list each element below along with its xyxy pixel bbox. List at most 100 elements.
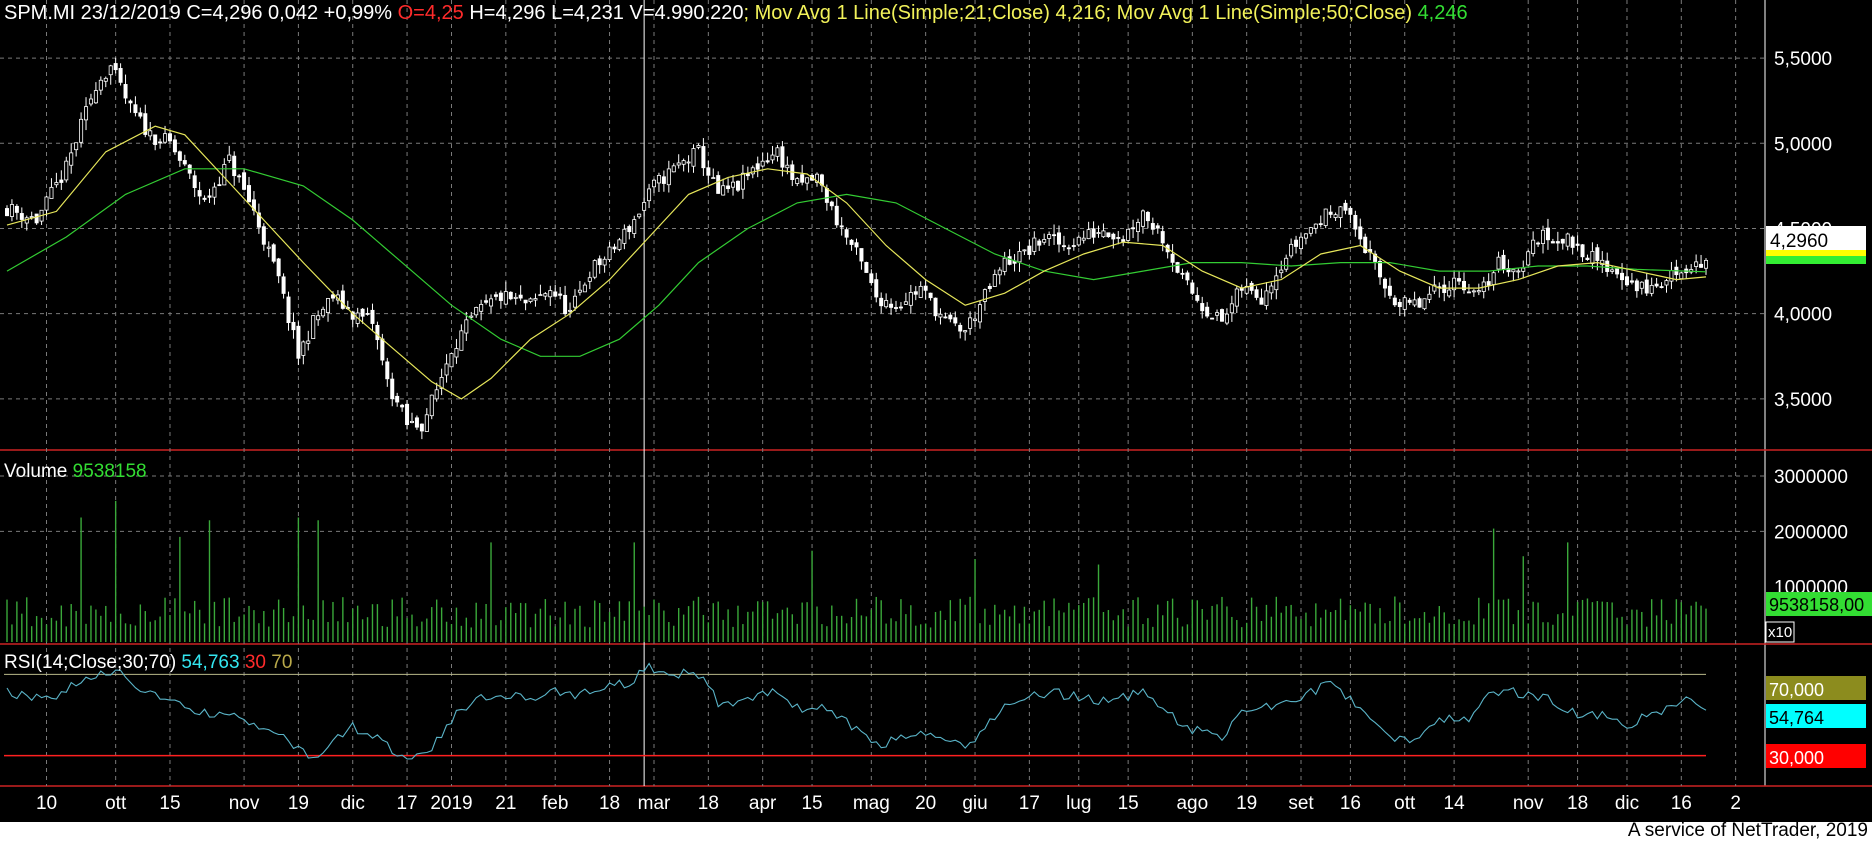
footer-credit: A service of NetTrader, 2019 (1627, 820, 1868, 841)
candle-body (1486, 281, 1491, 286)
candle-body (1200, 303, 1205, 312)
candle-body (1195, 295, 1200, 301)
candle-body (1249, 282, 1254, 291)
x-tick-label: 15 (801, 793, 822, 814)
candle-body (908, 292, 913, 306)
candle-body (138, 112, 143, 117)
candle-body (572, 295, 577, 308)
candle-body (316, 315, 321, 321)
candle-body (543, 293, 548, 297)
candle-body (918, 285, 923, 298)
candle-body (558, 293, 563, 296)
footer-bar (0, 822, 1872, 844)
candle-body (370, 309, 375, 324)
candle-body (281, 276, 286, 294)
candle-body (1145, 211, 1150, 222)
candle-body (938, 313, 943, 318)
candle-body (1402, 297, 1407, 310)
candle-body (770, 154, 775, 161)
candle-body (553, 291, 558, 297)
candle-body (642, 202, 647, 211)
candle-body (192, 175, 197, 189)
x-tick-label: nov (229, 793, 260, 814)
candle-body (1215, 312, 1220, 316)
rsi-badge (1766, 704, 1866, 728)
candle-body (1669, 270, 1674, 282)
candle-body (597, 258, 602, 266)
candle-body (321, 308, 326, 317)
x-tick-label: ago (1176, 793, 1208, 814)
candle-body (19, 213, 24, 220)
candle-body (1600, 259, 1605, 266)
candle-body (982, 289, 987, 302)
x-tick-label: 15 (159, 793, 180, 814)
candle-body (523, 299, 528, 304)
candle-body (1254, 289, 1259, 298)
candle-body (1471, 290, 1476, 293)
candle-body (44, 196, 49, 211)
candle-body (222, 164, 227, 186)
candle-body (1205, 306, 1210, 317)
x-tick-label: giu (962, 793, 987, 814)
volume-badge (1766, 592, 1872, 616)
candle-body (894, 307, 899, 309)
x-tick-label: feb (542, 793, 568, 814)
candle-body (656, 175, 661, 184)
candle-body (1081, 237, 1086, 241)
candle-body (513, 296, 518, 299)
candle-body (34, 213, 39, 224)
x-tick-label: mar (638, 793, 671, 814)
candle-body (607, 246, 612, 261)
candle-body (1071, 245, 1076, 247)
volume-bars (6, 500, 1707, 642)
candle-body (538, 294, 543, 297)
candle-body (612, 246, 617, 250)
header-prefix: SPM.MI 23/12/2019 C=4,296 0,042 +0,99% (4, 2, 398, 24)
candle-body (79, 118, 84, 143)
candle-body (405, 403, 410, 426)
candle-body (1032, 237, 1037, 252)
candle-body (622, 228, 627, 244)
candle-body (197, 190, 202, 197)
x-tick-label: 2019 (430, 793, 472, 814)
ma2-value: 4,246 (1417, 2, 1468, 24)
candle-body (528, 298, 533, 302)
x-tick-label: dic (341, 793, 365, 814)
candle-body (148, 130, 153, 137)
candle-body (1565, 233, 1570, 247)
candle-body (933, 297, 938, 317)
candle-body (889, 303, 894, 308)
candle-body (1002, 257, 1007, 272)
x-tick-label: 19 (288, 793, 309, 814)
candle-body (913, 291, 918, 295)
candle-body (1407, 299, 1412, 303)
candle-body (1382, 278, 1387, 289)
candle-body (202, 197, 207, 200)
candle-body (731, 181, 736, 188)
candle-body (1076, 236, 1081, 246)
candle-body (1180, 272, 1185, 275)
candle-body (780, 146, 785, 168)
candle-body (271, 244, 276, 262)
price-tick-label: 5,5000 (1774, 49, 1832, 70)
candle-body (800, 174, 805, 183)
candle-body (380, 338, 385, 361)
candle-body (1061, 245, 1066, 248)
candle-body (1575, 243, 1580, 246)
candle-body (577, 289, 582, 293)
candle-body (1140, 210, 1145, 227)
x-tick-label: nov (1513, 793, 1544, 814)
candle-body (434, 389, 439, 400)
candle-body (1620, 272, 1625, 281)
candle-body (568, 309, 573, 312)
candle-body (429, 394, 434, 417)
candle-body (1649, 284, 1654, 294)
candle-body (834, 205, 839, 226)
candle-body (1694, 261, 1699, 267)
candle-body (898, 306, 903, 309)
rsi-high-badge (1766, 676, 1866, 700)
candle-body (1634, 280, 1639, 292)
candle-body (439, 376, 444, 389)
candle-body (1417, 298, 1422, 308)
